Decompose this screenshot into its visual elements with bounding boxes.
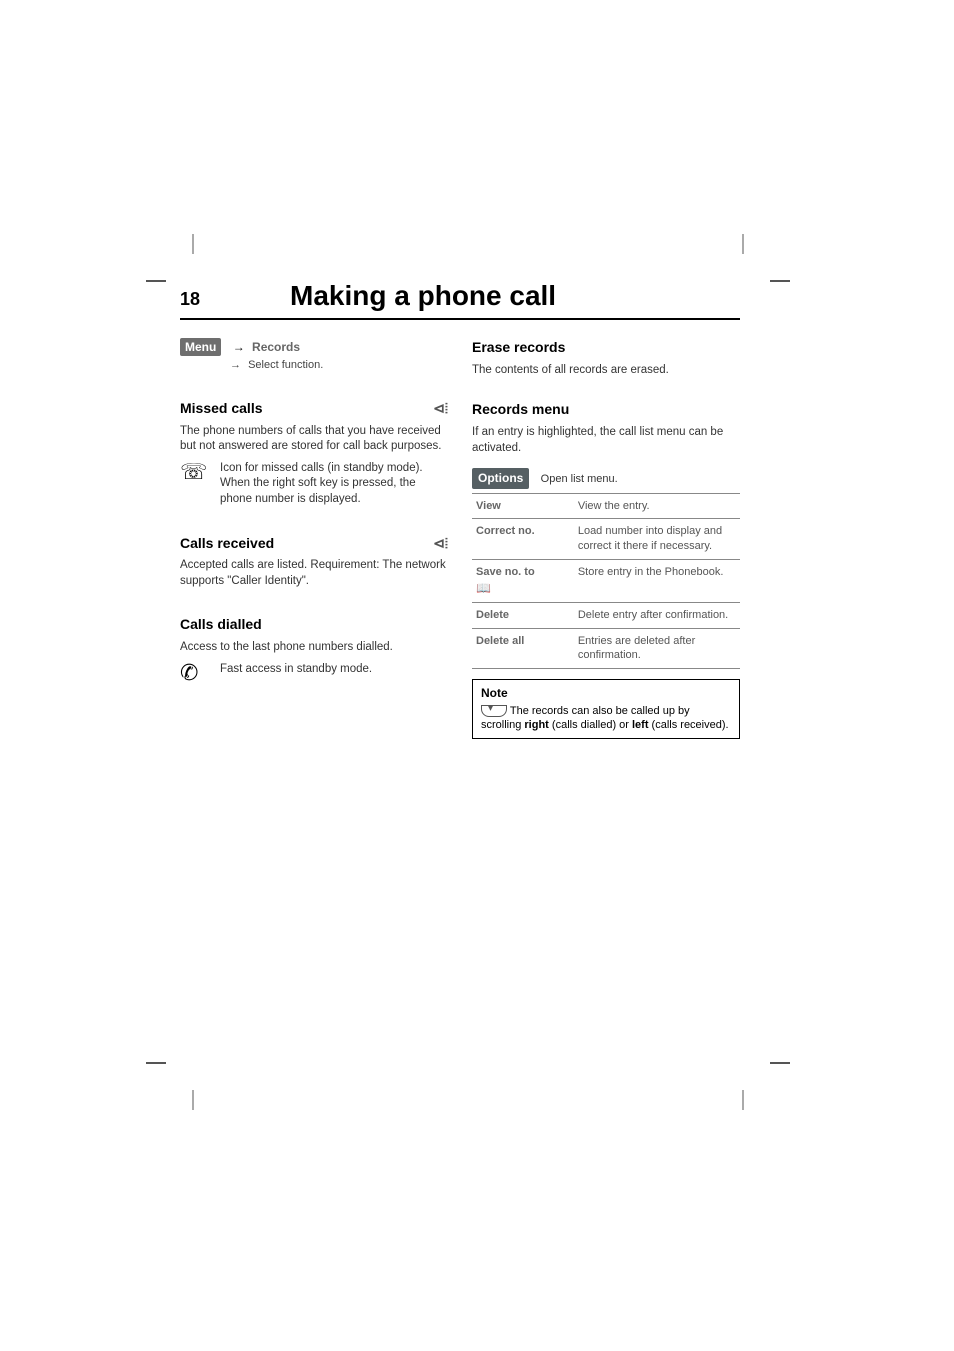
option-val-correct: Load number into display and correct it … bbox=[574, 519, 740, 560]
option-key-view: View bbox=[472, 493, 574, 519]
dialled-icon-row: ✆ Fast access in standby mode. bbox=[180, 662, 448, 684]
options-chip: Options bbox=[472, 468, 529, 488]
page-content: 18 Making a phone call Menu → Records → … bbox=[180, 280, 740, 739]
page-number: 18 bbox=[180, 289, 200, 310]
section-erase-header: Erase records bbox=[472, 338, 740, 357]
option-val-save: Store entry in the Phonebook. bbox=[574, 560, 740, 603]
section-title-received: Calls received bbox=[180, 534, 274, 553]
left-column: Menu → Records → Select function. Missed… bbox=[180, 338, 448, 739]
note-body: The records can also be called up by scr… bbox=[481, 704, 731, 733]
option-key-delete: Delete bbox=[472, 602, 574, 628]
dialled-fast-access: Fast access in standby mode. bbox=[220, 662, 448, 684]
section-received-body: Accepted calls are listed. Requirement: … bbox=[180, 558, 448, 589]
option-val-deleteall: Entries are deleted after confirmation. bbox=[574, 628, 740, 669]
missed-icon-desc: Icon for missed calls (in standby mode).… bbox=[220, 461, 448, 508]
breadcrumb: Menu → Records → Select function. bbox=[180, 338, 448, 373]
crop-mark-bottom-left bbox=[168, 1060, 198, 1090]
section-title-missed: Missed calls bbox=[180, 399, 263, 418]
section-records-menu-header: Records menu bbox=[472, 400, 740, 419]
table-row: Delete Delete entry after confirmation. bbox=[472, 602, 740, 628]
table-row: View View the entry. bbox=[472, 493, 740, 519]
menu-chip: Menu bbox=[180, 338, 221, 356]
network-dependent-icon: ⊲⦙ bbox=[433, 534, 448, 553]
section-received-header: Calls received ⊲⦙ bbox=[180, 534, 448, 553]
options-table: View View the entry. Correct no. Load nu… bbox=[472, 493, 740, 670]
section-erase-body: The contents of all records are erased. bbox=[472, 363, 740, 379]
softkey-icon bbox=[481, 705, 507, 717]
crop-mark-top-right bbox=[740, 256, 770, 286]
crop-mark-bottom-right bbox=[740, 1060, 770, 1090]
page-header: 18 Making a phone call bbox=[180, 280, 740, 320]
breadcrumb-select-function: Select function. bbox=[248, 359, 323, 371]
phonebook-icon: 📖 bbox=[476, 581, 491, 595]
section-records-menu-body: If an entry is highlighted, the call lis… bbox=[472, 425, 740, 456]
arrow-right-icon: → bbox=[230, 358, 241, 373]
network-dependent-icon: ⊲⦙ bbox=[433, 399, 448, 418]
option-key-deleteall: Delete all bbox=[472, 628, 574, 669]
note-title: Note bbox=[481, 686, 731, 702]
missed-icon-row: ☏ Icon for missed calls (in standby mode… bbox=[180, 461, 448, 508]
missed-call-icon: ☏ bbox=[180, 461, 208, 508]
note-box: Note The records can also be called up b… bbox=[472, 679, 740, 739]
table-row: Correct no. Load number into display and… bbox=[472, 519, 740, 560]
option-val-view: View the entry. bbox=[574, 493, 740, 519]
section-title-dialled: Calls dialled bbox=[180, 615, 262, 634]
call-key-icon: ✆ bbox=[180, 662, 208, 684]
section-missed-calls-header: Missed calls ⊲⦙ bbox=[180, 399, 448, 418]
right-column: Erase records The contents of all record… bbox=[472, 338, 740, 739]
option-key-save: Save no. to 📖 bbox=[472, 560, 574, 603]
options-desc: Open list menu. bbox=[541, 473, 618, 485]
table-row: Delete all Entries are deleted after con… bbox=[472, 628, 740, 669]
section-dialled-header: Calls dialled bbox=[180, 615, 448, 634]
section-dialled-body: Access to the last phone numbers dialled… bbox=[180, 640, 448, 656]
table-row: Save no. to 📖 Store entry in the Phonebo… bbox=[472, 560, 740, 603]
section-missed-body: The phone numbers of calls that you have… bbox=[180, 424, 448, 455]
arrow-right-icon: → bbox=[233, 339, 245, 355]
option-val-delete: Delete entry after confirmation. bbox=[574, 602, 740, 628]
page-title: Making a phone call bbox=[290, 280, 556, 312]
breadcrumb-records-label: Records bbox=[252, 340, 300, 354]
option-key-correct: Correct no. bbox=[472, 519, 574, 560]
